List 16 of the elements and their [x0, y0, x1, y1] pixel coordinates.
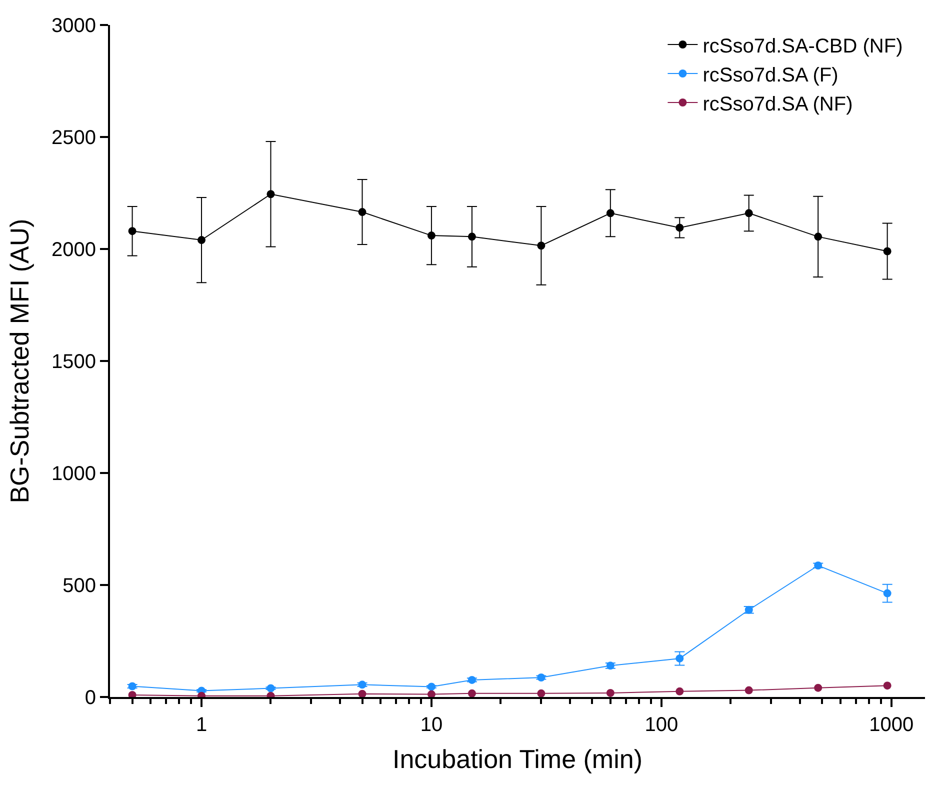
y-tick-label: 1500	[52, 351, 96, 373]
y-tick-label: 2000	[52, 239, 96, 261]
legend-label: rcSso7d.SA (F)	[702, 64, 838, 86]
y-tick-label: 0	[84, 687, 96, 709]
y-tick-label: 2500	[52, 127, 96, 149]
x-tick-label: 1	[196, 714, 208, 736]
y-tick-label: 1000	[52, 463, 96, 485]
legend-label: rcSso7d.SA (NF)	[702, 93, 853, 116]
legend-label: rcSso7d.SA-CBD (NF)	[702, 35, 903, 58]
x-tick-label: 1000	[869, 714, 914, 736]
y-tick-label: 500	[62, 575, 96, 597]
y-axis-title: BG-Subtracted MFI (AU)	[4, 218, 34, 504]
x-tick-label: 10	[420, 714, 443, 736]
y-tick-label: 3000	[52, 15, 96, 37]
x-tick-label: 100	[644, 714, 678, 736]
x-axis-title: Incubation Time (min)	[392, 744, 642, 774]
